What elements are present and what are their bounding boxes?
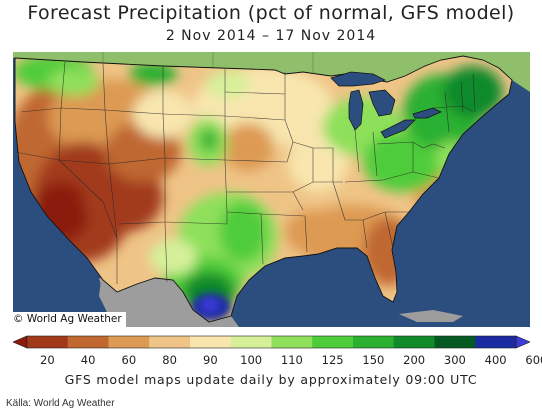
legend-tick-label: 110 xyxy=(280,353,303,367)
date-range: 2 Nov 2014 – 17 Nov 2014 xyxy=(165,28,377,44)
caribbean-islands xyxy=(399,310,463,322)
legend-swatch xyxy=(475,336,517,348)
legend-swatch xyxy=(271,336,313,348)
precipitation-map xyxy=(13,52,530,327)
legend-tick-label: 300 xyxy=(443,353,466,367)
legend-tick-label: 80 xyxy=(162,353,177,367)
legend-swatch xyxy=(230,336,272,348)
map-title: Forecast Precipitation (pct of normal, G… xyxy=(27,2,515,24)
canada-land xyxy=(13,52,530,92)
source-credit: Källa: World Ag Weather xyxy=(6,398,115,409)
copyright-label: © World Ag Weather xyxy=(9,312,126,327)
legend-colorbar xyxy=(13,335,530,349)
lake-ontario xyxy=(412,107,442,119)
legend-swatch xyxy=(353,336,395,348)
legend-tick-label: 40 xyxy=(80,353,96,367)
legend-swatch xyxy=(108,336,150,348)
legend-swatch xyxy=(67,336,109,348)
legend-swatch xyxy=(149,336,191,348)
legend-swatch xyxy=(190,336,232,348)
state-boundaries xyxy=(14,61,476,284)
lake-erie xyxy=(380,119,416,139)
legend-tick-label: 200 xyxy=(403,353,426,367)
mexico-land xyxy=(99,278,239,327)
legend-tick-label: 600 xyxy=(525,353,542,367)
lake-huron xyxy=(368,89,396,117)
legend-tick-label: 60 xyxy=(121,353,137,367)
legend-tick-label: 100 xyxy=(240,353,263,367)
legend-arrow-low xyxy=(13,335,28,349)
legend-swatch xyxy=(312,336,354,348)
legend-tick-label: 400 xyxy=(484,353,507,367)
lake-michigan xyxy=(348,89,364,131)
legend-tick-label: 20 xyxy=(40,353,55,367)
canada-boundaries xyxy=(102,52,314,74)
legend-arrow-high xyxy=(515,335,530,349)
lake-superior xyxy=(330,71,386,87)
great-lakes xyxy=(330,71,442,139)
legend-outline xyxy=(26,335,517,349)
update-note: GFS model maps update daily by approxima… xyxy=(64,372,478,387)
legend-swatch xyxy=(27,336,69,348)
legend-tick-label: 150 xyxy=(362,353,385,367)
legend-swatch xyxy=(393,336,435,348)
legend-tick-label: 125 xyxy=(321,353,344,367)
legend-swatch xyxy=(434,336,476,348)
legend-tick-label: 90 xyxy=(203,353,218,367)
